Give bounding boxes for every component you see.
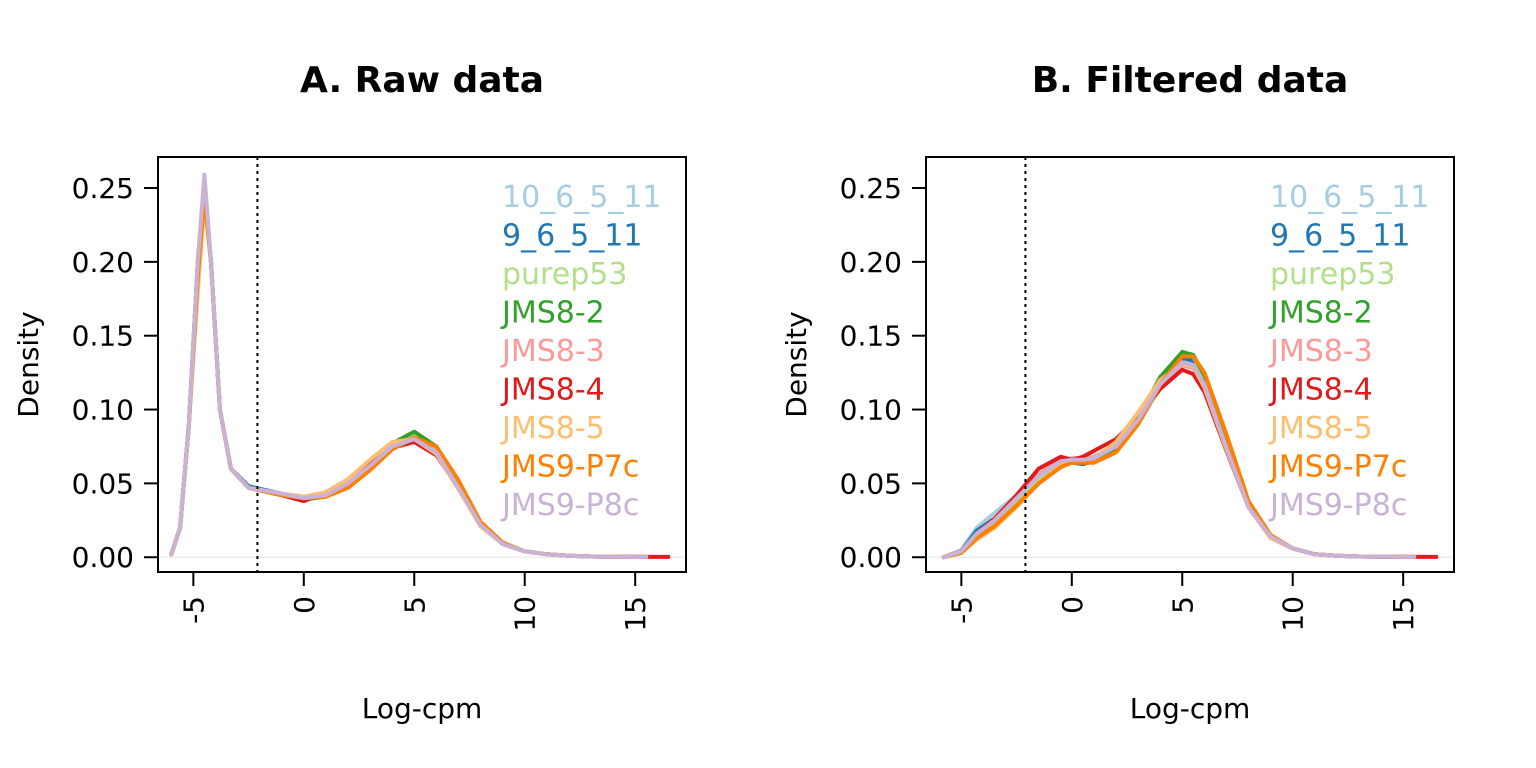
x-axis-label: Log-cpm xyxy=(362,692,483,725)
legend-entry: JMS8-5 xyxy=(1268,411,1373,446)
x-tick-label: 15 xyxy=(619,596,652,632)
legend-entry: 9_6_5_11 xyxy=(502,219,642,254)
legend-entry: JMS9-P8c xyxy=(500,488,639,523)
legend-entry: JMS9-P8c xyxy=(1268,488,1407,523)
x-tick-label: 10 xyxy=(509,596,542,632)
y-tick-label: 0.10 xyxy=(72,394,134,427)
legend-entry: JMS8-2 xyxy=(500,296,605,331)
legend-entry: JMS8-3 xyxy=(1268,334,1373,369)
chart-panel-filtered: B. Filtered data 0.00 0.05 0.10 0.15 0.20 0.25… xyxy=(780,60,1455,725)
y-axis-label: Density xyxy=(12,311,45,417)
y-tick-label: 0.00 xyxy=(840,541,902,574)
chart-panel-raw: A. Raw data 0.00 0.05 0.10 0.15 0.20 0.25 -5 0 5 1… xyxy=(12,60,687,725)
chart-title: B. Filtered data xyxy=(1032,60,1349,101)
legend-entry: JMS9-P7c xyxy=(500,450,639,485)
chart-title: A. Raw data xyxy=(300,60,544,101)
y-tick-label: 0.05 xyxy=(840,467,902,500)
y-tick-label: 0.20 xyxy=(72,246,134,279)
y-tick-label: 0.20 xyxy=(840,246,902,279)
y-tick-label: 0.05 xyxy=(72,467,134,500)
x-tick-label: 0 xyxy=(288,596,321,614)
y-tick-label: 0.25 xyxy=(840,172,902,205)
legend-entry: JMS8-2 xyxy=(1268,296,1373,331)
x-tick-label: -5 xyxy=(945,596,978,624)
y-axis-label: Density xyxy=(780,311,813,417)
y-tick-label: 0.25 xyxy=(72,172,134,205)
legend-entry: JMS8-5 xyxy=(500,411,605,446)
legend-entry: JMS8-4 xyxy=(1268,373,1373,408)
x-axis-label: Log-cpm xyxy=(1130,692,1251,725)
x-tick-label: 5 xyxy=(1166,596,1199,614)
y-tick-label: 0.00 xyxy=(72,541,134,574)
plot-frame xyxy=(925,156,1455,573)
legend-entry: 10_6_5_11 xyxy=(502,180,662,215)
x-tick-label: 10 xyxy=(1277,596,1310,632)
legend-entry: 9_6_5_11 xyxy=(1270,219,1410,254)
y-tick-label: 0.10 xyxy=(840,394,902,427)
legend-entry: purep53 xyxy=(502,257,627,292)
y-tick-label: 0.15 xyxy=(840,320,902,353)
legend-entry: JMS8-4 xyxy=(500,373,605,408)
plot-frame xyxy=(157,156,687,573)
series-line-jms9-p8c xyxy=(169,172,649,559)
series-line-jms9-p8c xyxy=(941,360,1417,560)
x-tick-label: 0 xyxy=(1056,596,1089,614)
legend-entry: 10_6_5_11 xyxy=(1270,180,1430,215)
x-tick-label: -5 xyxy=(177,596,210,624)
x-tick-label: 5 xyxy=(398,596,431,614)
y-tick-label: 0.15 xyxy=(72,320,134,353)
legend-entry: purep53 xyxy=(1270,257,1395,292)
legend-entry: JMS9-P7c xyxy=(1268,450,1407,485)
legend-entry: JMS8-3 xyxy=(500,334,605,369)
x-tick-label: 15 xyxy=(1387,596,1420,632)
